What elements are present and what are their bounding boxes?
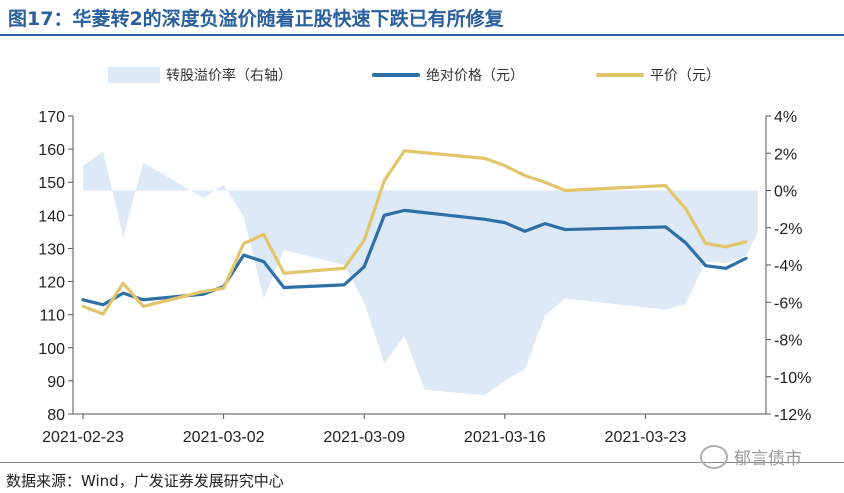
y-left-tick-label: 150: [38, 175, 65, 192]
legend-label-price: 绝对价格（元）: [426, 68, 524, 84]
chart-legend: 转股溢价率（右轴） 绝对价格（元） 平价（元）: [0, 62, 844, 88]
legend-swatch-price: [372, 73, 420, 77]
y-left-tick-label: 120: [38, 275, 65, 292]
legend-item-premium: 转股溢价率（右轴）: [108, 62, 292, 88]
y-right-tick-label: -8%: [774, 333, 802, 350]
y-left-tick-label: 160: [38, 142, 65, 159]
y-left-tick-label: 170: [38, 109, 65, 126]
legend-label-premium: 转股溢价率（右轴）: [166, 68, 292, 84]
x-tick-label: 2021-03-16: [464, 429, 546, 446]
chart-title: 图17：华菱转2的深度负溢价随着正股快速下跌已有所修复: [8, 8, 504, 30]
y-right-tick-label: -10%: [774, 370, 811, 387]
legend-item-parity: 平价（元）: [596, 62, 720, 88]
premium-area: [83, 151, 758, 396]
y-left-tick-label: 110: [39, 308, 65, 325]
title-divider: [0, 34, 844, 36]
y-left-tick-label: 130: [38, 241, 65, 258]
parity-line: [81, 149, 748, 316]
y-right-tick-label: -12%: [774, 407, 811, 424]
x-tick-label: 2021-03-09: [323, 429, 405, 446]
watermark: 郁言债市: [700, 444, 802, 469]
y-left-tick-label: 80: [47, 407, 65, 424]
y-left-tick-label: 90: [47, 374, 65, 391]
footer-divider: [0, 462, 844, 463]
source-note: 数据来源：Wind，广发证券发展研究中心: [6, 472, 284, 490]
legend-label-parity: 平价（元）: [650, 68, 720, 84]
legend-item-price: 绝对价格（元）: [372, 62, 524, 88]
y-left-tick-label: 100: [38, 341, 65, 358]
y-right-tick-label: 0%: [774, 184, 797, 201]
x-tick-label: 2021-02-23: [42, 429, 124, 446]
legend-swatch-parity: [596, 73, 644, 77]
watermark-text: 郁言债市: [734, 449, 802, 469]
y-right-tick-label: 4%: [774, 109, 797, 126]
y-right-tick-label: -4%: [774, 258, 802, 275]
chart-plot: 80 90 100 110 120 130 140 150 160 170 -12% -10% -8% -…: [38, 109, 811, 446]
x-tick-label: 2021-03-23: [605, 429, 687, 446]
y-right-tick-label: -6%: [774, 295, 802, 312]
y-left-tick-label: 140: [38, 208, 65, 225]
y-right-tick-label: 2%: [774, 146, 797, 163]
wechat-icon: [700, 444, 728, 469]
legend-swatch-premium: [108, 67, 160, 83]
x-tick-label: 2021-03-02: [183, 429, 265, 446]
y-right-tick-label: -2%: [774, 221, 802, 238]
